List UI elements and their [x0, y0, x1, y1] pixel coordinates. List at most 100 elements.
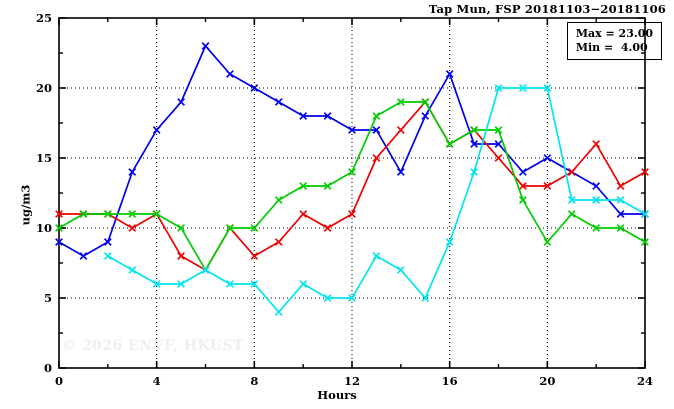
data-point-marker: [103, 238, 112, 246]
data-point-marker: [445, 238, 454, 246]
y-tick-label: 5: [44, 291, 52, 305]
data-point-marker: [177, 280, 185, 288]
data-point-marker: [348, 126, 356, 134]
data-point-marker: [201, 266, 210, 274]
series-line: [107, 87, 646, 314]
data-point-marker: [299, 280, 308, 288]
data-point-marker: [470, 168, 478, 176]
data-point-marker: [445, 140, 454, 148]
data-point-marker: [250, 224, 259, 232]
y-tick-label: 15: [36, 151, 52, 165]
data-point-marker: [372, 154, 381, 162]
data-point-marker: [421, 294, 430, 302]
data-point-marker: [103, 252, 112, 260]
data-point-marker: [152, 210, 161, 218]
data-point-marker: [592, 140, 601, 148]
data-point-marker: [55, 238, 63, 246]
x-tick-label: 4: [153, 374, 161, 388]
data-point-marker: [396, 168, 405, 176]
data-point-marker: [299, 210, 308, 218]
data-point-marker: [616, 182, 625, 190]
x-tick-label: 0: [55, 374, 63, 388]
data-point-marker: [55, 210, 63, 218]
data-point-marker: [177, 224, 185, 232]
data-point-marker: [567, 196, 576, 204]
data-point-marker: [396, 266, 405, 274]
data-point-marker: [616, 224, 625, 232]
data-point-marker: [567, 168, 576, 176]
data-point-marker: [55, 224, 63, 232]
data-point-marker: [519, 168, 527, 176]
data-point-marker: [543, 84, 552, 92]
data-point-marker: [543, 238, 552, 246]
data-point-marker: [567, 210, 576, 218]
data-point-marker: [226, 280, 234, 288]
chart-title: Tap Mun, FSP 20181103−20181106: [428, 2, 666, 16]
data-point-marker: [616, 196, 625, 204]
data-point-marker: [421, 112, 430, 120]
data-point-marker: [299, 182, 308, 190]
data-point-marker: [396, 98, 405, 106]
data-point-marker: [348, 168, 356, 176]
data-point-marker: [470, 140, 478, 148]
data-point-marker: [201, 42, 210, 50]
data-point-marker: [641, 210, 649, 218]
data-point-marker: [226, 70, 234, 78]
data-point-marker: [494, 126, 503, 134]
data-point-marker: [274, 308, 283, 316]
x-tick-label: 16: [442, 374, 458, 388]
data-point-marker: [494, 140, 503, 148]
data-point-marker: [372, 112, 381, 120]
x-tick-label: 20: [539, 374, 555, 388]
data-point-marker: [519, 182, 527, 190]
data-point-marker: [250, 84, 259, 92]
x-tick-label: 8: [250, 374, 258, 388]
x-axis-label: Hours: [317, 388, 357, 402]
data-point-marker: [152, 280, 161, 288]
data-point-marker: [396, 126, 405, 134]
data-point-marker: [494, 84, 503, 92]
series-day-4: [103, 84, 649, 316]
data-point-marker: [543, 154, 552, 162]
x-tick-label: 24: [637, 374, 653, 388]
data-point-marker: [470, 126, 478, 134]
data-point-marker: [128, 224, 137, 232]
data-point-marker: [519, 196, 527, 204]
data-point-marker: [641, 238, 649, 246]
data-point-marker: [250, 280, 259, 288]
data-point-marker: [592, 182, 601, 190]
data-point-marker: [641, 168, 649, 176]
data-point-marker: [592, 196, 601, 204]
x-tick-label: 12: [344, 374, 360, 388]
legend-min-label: Min = 4.00: [575, 41, 648, 54]
data-point-marker: [274, 196, 283, 204]
data-point-marker: [103, 210, 112, 218]
data-point-marker: [323, 294, 332, 302]
data-point-marker: [177, 252, 185, 260]
data-point-marker: [592, 224, 601, 232]
data-point-marker: [177, 98, 185, 106]
series-day-3: [55, 98, 649, 274]
data-point-marker: [299, 112, 308, 120]
data-point-marker: [519, 84, 527, 92]
data-point-marker: [348, 210, 356, 218]
series-day-1: [55, 42, 649, 260]
data-point-marker: [226, 224, 234, 232]
data-point-marker: [372, 252, 381, 260]
data-point-marker: [494, 154, 503, 162]
data-point-marker: [445, 70, 454, 78]
data-point-marker: [323, 224, 332, 232]
y-tick-label: 20: [36, 81, 52, 95]
data-point-marker: [323, 112, 332, 120]
data-point-marker: [543, 182, 552, 190]
data-point-marker: [128, 168, 137, 176]
data-point-marker: [372, 126, 381, 134]
data-point-marker: [274, 238, 283, 246]
data-point-marker: [152, 126, 161, 134]
y-tick-label: 0: [44, 361, 52, 375]
data-point-marker: [128, 210, 137, 218]
data-point-marker: [274, 98, 283, 106]
data-point-marker: [323, 182, 332, 190]
